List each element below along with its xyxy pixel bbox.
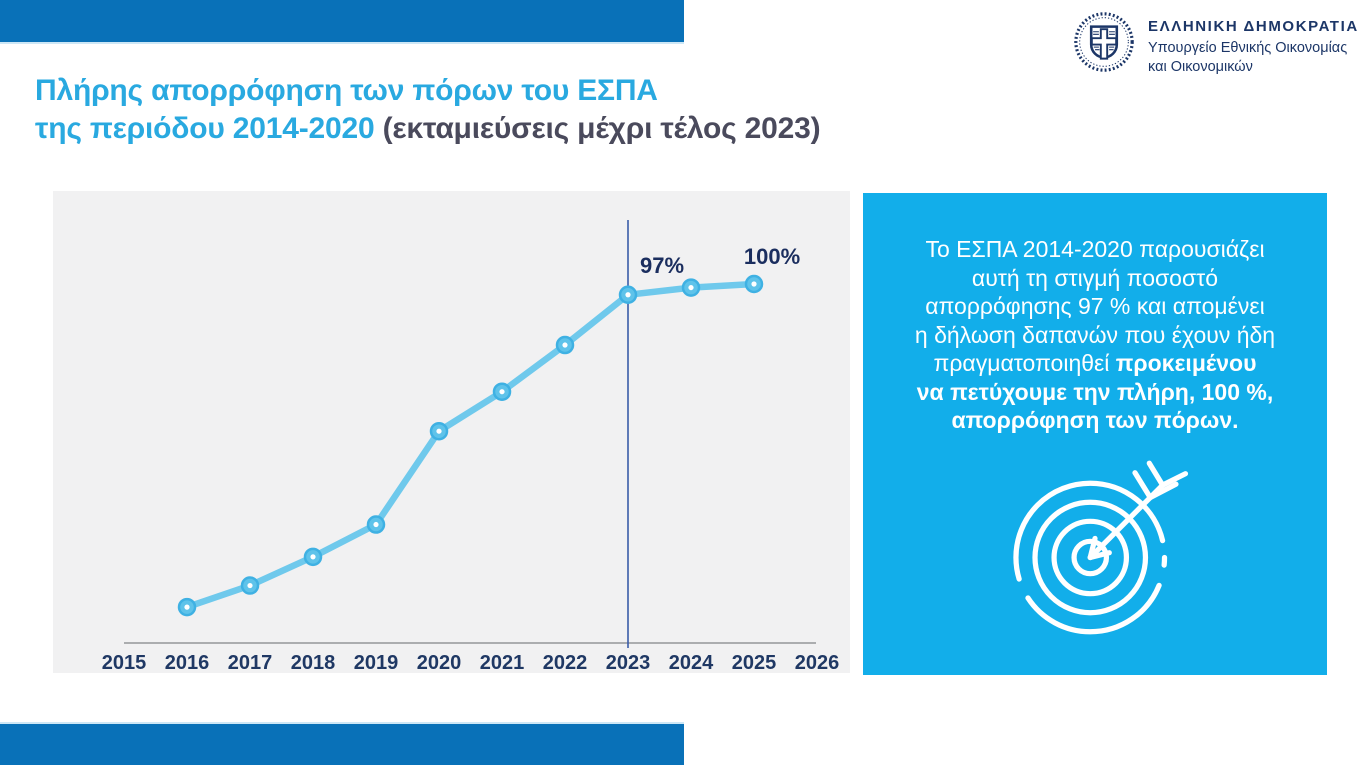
- org-department-line2: και Οικονομικών: [1148, 59, 1253, 75]
- title-line2-highlight: της περιόδου 2014-2020: [35, 112, 375, 145]
- x-tick-label: 2019: [354, 652, 399, 673]
- info-line: απορρόφησης 97 % και απομένει: [925, 293, 1265, 319]
- x-tick-label: 2023: [606, 652, 651, 673]
- data-point-center: [310, 554, 316, 560]
- org-name: ΕΛΛΗΝΙΚΗ ΔΗΜΟΚΡΑΤΙΑ: [1148, 18, 1359, 35]
- x-tick-label: 2017: [228, 652, 273, 673]
- bottom-accent-bar: [0, 722, 684, 765]
- x-tick-label: 2018: [291, 652, 336, 673]
- x-tick-label: 2015: [102, 652, 147, 673]
- data-label: 100%: [744, 244, 800, 269]
- absorption-line-chart: 2015 2016 2017 2018 2019 2020 2021 2022 2023 2024…: [102, 220, 840, 673]
- title-line1: Πλήρης απορρόφηση των πόρων του ΕΣΠΑ: [35, 74, 658, 107]
- info-line: Το ΕΣΠΑ 2014-2020 παρουσιάζει: [925, 236, 1265, 262]
- data-point-center: [373, 521, 379, 528]
- info-line: απορρόφηση των πόρων.: [951, 407, 1239, 433]
- org-department-line1: Υπουργείο Εθνικής Οικονομίας: [1148, 40, 1348, 56]
- data-point-center: [688, 284, 694, 291]
- info-line: αυτή τη στιγμή ποσοστό: [971, 264, 1219, 291]
- target-arrow-icon: [1013, 460, 1189, 634]
- x-tick-label: 2022: [543, 652, 588, 673]
- info-line: πραγματοποιηθεί προκειμένου: [933, 350, 1257, 376]
- data-point-center: [436, 428, 442, 434]
- absorption-series-line: [183, 280, 758, 611]
- info-line: η δήλωση δαπανών που έχουν ήδη: [914, 321, 1276, 348]
- x-tick-label: 2025: [732, 652, 777, 673]
- data-point-center: [562, 342, 568, 348]
- x-tick-label: 2021: [480, 652, 525, 673]
- x-tick-label: 2024: [669, 652, 714, 673]
- greek-coat-of-arms-icon: [1074, 12, 1134, 72]
- data-point-center: [184, 604, 190, 610]
- info-panel-text: Το ΕΣΠΑ 2014-2020 παρουσιάζει αυτή τη στι…: [863, 193, 1327, 435]
- data-label: 97%: [640, 253, 684, 278]
- x-tick-label: 2026: [795, 652, 840, 673]
- x-tick-label: 2020: [417, 652, 462, 673]
- top-accent-bar: [0, 0, 684, 44]
- data-point-center: [499, 389, 505, 395]
- data-point-center: [751, 281, 757, 287]
- hellenic-republic-logo: ΕΛΛΗΝΙΚΗ ΔΗΜΟΚΡΑΤΙΑ Υπουργείο Εθνικής Οι…: [1072, 10, 1359, 77]
- info-panel: Το ΕΣΠΑ 2014-2020 παρουσιάζει αυτή τη στι…: [863, 193, 1327, 675]
- data-point-center: [625, 292, 631, 298]
- info-line: να πετύχουμε την πλήρη, 100 %,: [916, 378, 1274, 405]
- chart-panel: 2015 2016 2017 2018 2019 2020 2021 2022 2023 2024…: [53, 191, 850, 673]
- data-point-center: [247, 582, 253, 589]
- page-title: Πλήρης απορρόφηση των πόρων του ΕΣΠΑ της…: [35, 72, 821, 148]
- title-line2-rest: (εκταμιεύσεις μέχρι τέλος 2023): [374, 112, 821, 145]
- x-tick-label: 2016: [165, 652, 210, 673]
